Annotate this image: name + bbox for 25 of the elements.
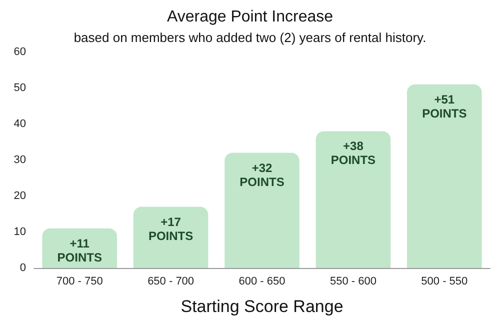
x-tick-label: 700 - 750 [56,276,103,288]
data-label: +38 POINTS [330,139,376,168]
x-tick-label: 600 - 650 [238,276,286,288]
data-label: +51 POINTS [422,92,467,120]
x-tick-label: 500 - 550 [421,276,468,288]
x-tick-label: 550 - 600 [330,276,376,288]
bar [224,152,300,268]
y-tick-label: 0 [20,262,26,274]
y-tick-label: 50 [14,82,26,94]
bar [407,84,482,268]
chart-title: Average Point Increase [166,8,334,26]
chart-subtitle: based on members who added two (2) years of rental history. [74,30,426,45]
bar [133,206,208,268]
data-label: +17 POINTS [148,214,194,243]
y-tick-label: 30 [14,154,26,166]
x-axis-title: Starting Score Range [180,297,344,316]
data-label: +11 POINTS [57,236,102,264]
y-tick-label: 20 [14,190,26,202]
x-tick-label: 650 - 700 [148,276,194,288]
data-label: +32 POINTS [240,160,284,189]
y-tick-label: 60 [14,46,26,58]
y-tick-label: 10 [14,226,26,238]
y-tick-label: 40 [14,118,26,130]
bar [42,228,117,268]
bar [316,131,391,268]
